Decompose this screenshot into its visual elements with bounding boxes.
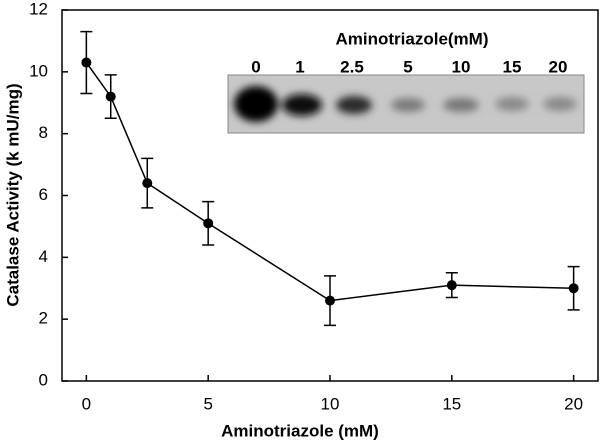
- data-point: [81, 57, 92, 68]
- inset-title: Aminotriazole(mM): [336, 29, 489, 48]
- data-point: [105, 91, 116, 102]
- inset-lane-label: 20: [549, 57, 568, 76]
- x-tick-label: 15: [442, 394, 461, 413]
- x-tick-label: 0: [82, 394, 91, 413]
- data-point: [446, 280, 457, 291]
- gel-band: [336, 96, 372, 114]
- y-tick-label: 12: [29, 0, 48, 18]
- y-tick-label: 4: [39, 247, 48, 266]
- gel-band: [391, 98, 425, 112]
- data-point: [142, 178, 153, 189]
- y-tick-label: 6: [39, 185, 48, 204]
- gel-band: [234, 86, 278, 122]
- gel-band: [443, 98, 479, 112]
- inset-lane-label: 15: [503, 57, 522, 76]
- x-tick-label: 10: [321, 394, 340, 413]
- x-axis-label: Aminotriazole (mM): [221, 421, 379, 440]
- y-tick-label: 0: [39, 370, 48, 389]
- y-tick-label: 10: [29, 61, 48, 80]
- x-tick-label: 20: [564, 394, 583, 413]
- data-point: [568, 283, 579, 294]
- gel-band: [543, 97, 577, 111]
- y-tick-label: 2: [39, 309, 48, 328]
- data-point: [325, 295, 335, 306]
- gel-band: [495, 97, 529, 111]
- inset-lane-label: 0: [251, 57, 260, 76]
- inset-lane-label: 10: [452, 57, 471, 76]
- data-point: [203, 218, 214, 229]
- gel-inset: [227, 74, 585, 134]
- inset-lane-label: 5: [403, 57, 412, 76]
- gel-band: [282, 94, 322, 116]
- y-tick-label: 8: [39, 123, 48, 142]
- inset-lane-label: 1: [295, 57, 304, 76]
- inset-lane-label: 2.5: [340, 57, 364, 76]
- y-axis-label: Catalase Activity (k mU/mg): [3, 83, 22, 306]
- x-tick-label: 5: [203, 394, 212, 413]
